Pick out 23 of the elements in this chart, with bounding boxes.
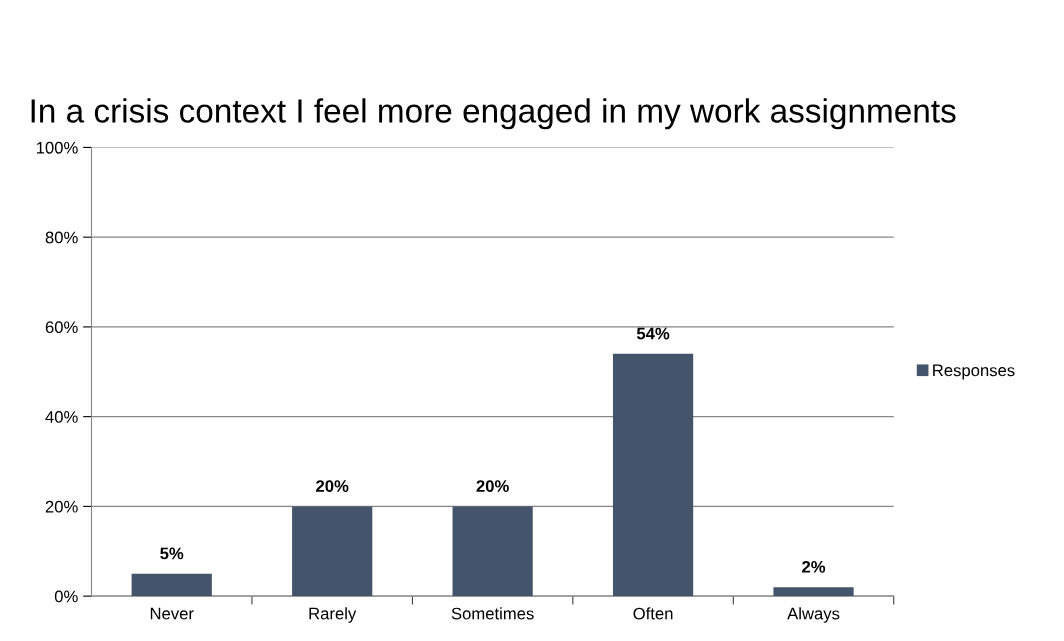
y-tick-label: 100% (36, 141, 78, 154)
y-tick-label: 20% (45, 500, 78, 513)
text: 20% (476, 480, 509, 492)
y-tick-label: 40% (45, 411, 78, 423)
legend-label: Responses (933, 364, 1015, 380)
y-tick-label: 60% (45, 321, 78, 334)
y-tick-label: 80% (45, 231, 78, 244)
chart-title: In a crisis context I feel more engaged in my work assignments (31, 98, 956, 130)
bar (131, 573, 212, 597)
x-tick-label: Always (787, 607, 840, 623)
text: 5% (160, 547, 184, 560)
x-tick-label: Often (633, 607, 673, 620)
y-tick-label: 0% (54, 590, 78, 603)
bar (612, 353, 694, 597)
x-tick-label: Rarely (309, 607, 357, 623)
text: 54% (636, 327, 670, 340)
text: 2% (802, 560, 826, 573)
text: 20% (316, 480, 349, 492)
bar (773, 587, 854, 597)
bar (452, 506, 533, 597)
x-tick-label: Never (150, 607, 194, 620)
x-tick-label: Sometimes (451, 607, 534, 620)
bar (292, 506, 373, 597)
